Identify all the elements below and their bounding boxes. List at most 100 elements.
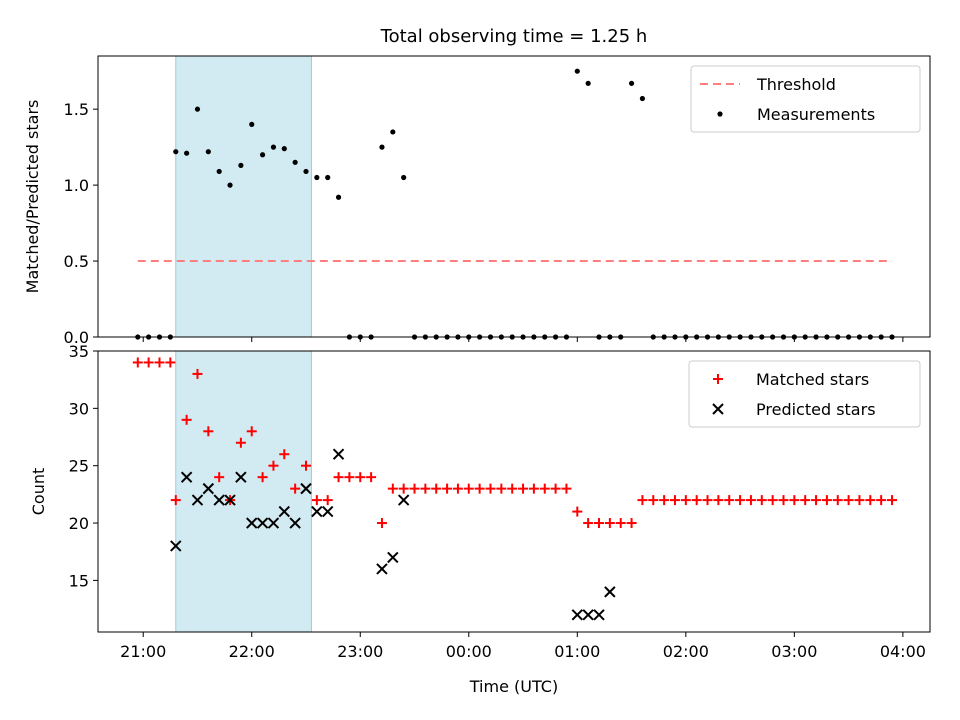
- measurement-point: [379, 144, 385, 150]
- legend-label: Predicted stars: [756, 400, 876, 419]
- x-tick-label: 04:00: [880, 642, 926, 661]
- measurement-point: [639, 95, 646, 102]
- cross-b: [224, 494, 236, 506]
- predicted-star-point: [311, 505, 323, 518]
- matched-star-point: [203, 426, 214, 437]
- measurement-point: [292, 159, 298, 165]
- matched-star-point: [496, 483, 507, 494]
- axes-frame: [97, 55, 931, 338]
- y-tick-label: 25: [69, 457, 89, 476]
- matched-star-point: [821, 495, 832, 506]
- x-tick-label: 00:00: [446, 642, 492, 661]
- y-tick-label: 0.0: [64, 328, 89, 347]
- legend-measurement-swatch: [717, 111, 723, 117]
- matched-star-point: [756, 495, 767, 506]
- matched-star-point: [355, 472, 366, 483]
- matched-star-point: [170, 495, 181, 506]
- cross-b: [300, 482, 312, 495]
- y-tick-label: 30: [69, 399, 89, 418]
- cross-b: [202, 482, 215, 495]
- matched-star-point: [214, 472, 225, 483]
- matched-star-point: [246, 426, 257, 437]
- legend-cross-b: [712, 403, 724, 415]
- measurement-point: [585, 80, 591, 86]
- measurement-point: [238, 162, 244, 168]
- matched-star-point: [398, 483, 409, 494]
- matched-star-point: [832, 495, 843, 506]
- predicted-star-point: [256, 517, 269, 529]
- matched-star-point: [648, 495, 659, 506]
- cross-b: [332, 448, 345, 460]
- measurement-point: [205, 149, 211, 155]
- predicted-star-point: [387, 551, 399, 564]
- matched-star-point: [192, 368, 203, 379]
- cross-b: [376, 563, 388, 575]
- top-panel-ratio: 0.0 0.5 1.0 1.5 Matched/Predicted stars Thres…: [23, 55, 931, 347]
- matched-star-point: [463, 483, 474, 494]
- y-tick-label: 15: [69, 571, 89, 590]
- matched-star-point: [669, 495, 680, 506]
- matched-star-point: [485, 483, 496, 494]
- cross-b: [235, 471, 247, 483]
- matched-star-point: [572, 506, 583, 517]
- matched-star-point: [322, 495, 333, 506]
- matched-star-point: [311, 495, 322, 506]
- matched-star-point: [431, 483, 442, 494]
- matched-star-point: [811, 495, 822, 506]
- cross-b: [571, 609, 584, 621]
- x-tick-label: 21:00: [120, 642, 166, 661]
- measurement-point: [216, 168, 222, 175]
- matched-star-point: [474, 483, 485, 494]
- matched-star-point: [561, 483, 572, 494]
- predicted-star-point: [267, 517, 280, 529]
- legend-label: Threshold: [756, 75, 836, 94]
- y-axis-label: Matched/Predicted stars: [23, 100, 42, 294]
- matched-star-point: [143, 357, 154, 368]
- matched-star-point: [290, 483, 301, 494]
- cross-b: [180, 471, 193, 483]
- matched-star-point: [279, 449, 290, 460]
- matched-star-point: [724, 495, 735, 506]
- legend-label: Matched stars: [756, 370, 869, 389]
- matched-star-point: [301, 460, 311, 471]
- measurement-point: [314, 174, 320, 181]
- highlight-span: [175, 55, 312, 338]
- y-tick-label: 35: [69, 342, 89, 361]
- matched-star-point: [181, 414, 192, 425]
- measurement-point: [628, 80, 635, 86]
- legend-box: [688, 360, 921, 428]
- cross-b: [267, 517, 280, 529]
- cross-b: [387, 551, 399, 564]
- matched-star-point: [615, 518, 626, 529]
- matched-star-point: [876, 495, 887, 506]
- matched-star-point: [132, 357, 143, 368]
- measurement-point: [259, 152, 266, 158]
- predicted-star-point: [582, 609, 594, 621]
- measurement-point: [173, 149, 179, 155]
- series-measurements: [135, 68, 895, 340]
- measurement-point: [281, 146, 287, 152]
- matched-star-point: [854, 495, 865, 506]
- cross-b: [397, 494, 410, 506]
- legend: Matched stars Predicted stars: [688, 360, 921, 428]
- matched-star-point: [789, 495, 800, 506]
- measurement-point: [184, 150, 190, 156]
- measurement-point: [325, 174, 331, 181]
- bottom-panel-counts: 15 20 25 30 35 21:00 22:00 23:00 00:00 01:00 02:00…: [29, 342, 931, 696]
- matched-star-point: [235, 437, 246, 448]
- matched-star-point: [376, 518, 387, 529]
- matched-star-point: [691, 495, 702, 506]
- measurement-point: [335, 194, 342, 200]
- x-tick-label: 02:00: [663, 642, 709, 661]
- predicted-star-point: [180, 471, 193, 483]
- measurement-point: [574, 68, 580, 74]
- y-tick-label: 1.0: [64, 176, 89, 195]
- predicted-star-point: [202, 482, 215, 495]
- predicted-star-point: [604, 586, 616, 598]
- matched-star-point: [594, 518, 605, 529]
- predicted-star-point: [224, 494, 236, 506]
- measurement-point: [270, 144, 277, 150]
- x-axis-label: Time (UTC): [469, 677, 558, 696]
- matched-star-point: [528, 483, 539, 494]
